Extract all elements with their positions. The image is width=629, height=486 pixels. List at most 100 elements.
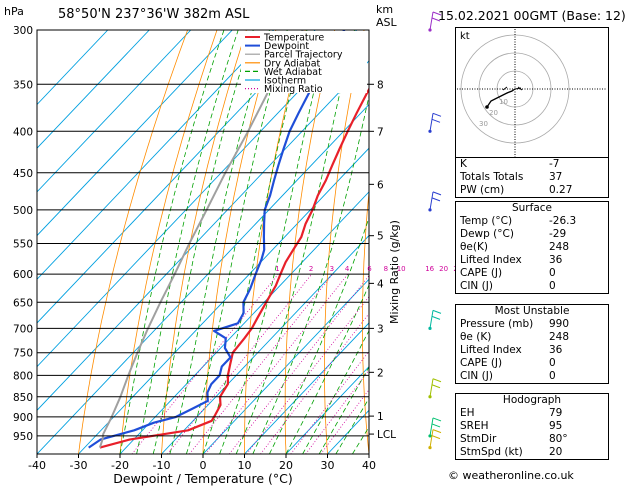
- temperature-tick-label: 30: [321, 459, 335, 472]
- most-unstable-row: CAPE (J) 0: [460, 357, 556, 369]
- wind-barb-base: [428, 129, 432, 133]
- isotherm-line: [285, 365, 369, 454]
- series-dewpoint: [88, 30, 346, 449]
- hodograph-row: StmDir 80°: [460, 433, 568, 445]
- height-tick-label: 8: [377, 79, 384, 91]
- isotherm-line: [244, 322, 369, 454]
- height-tick-label: 5: [377, 231, 384, 243]
- surface-row: CAPE (J) 0: [460, 267, 556, 279]
- height-tick-label: 4: [377, 278, 384, 290]
- pressure-unit-label: hPa: [4, 5, 24, 18]
- wind-barb-flag: [432, 11, 442, 16]
- mixing-ratio-label: 20: [439, 265, 448, 273]
- mixing-ratio-label: 8: [384, 265, 388, 273]
- surface-row: CIN (J) 0: [460, 280, 556, 292]
- legend-entry: Mixing Ratio: [264, 84, 323, 95]
- pressure-tick-label: 600: [13, 269, 33, 281]
- dry-adiabat-line: [435, 30, 453, 454]
- wind-barb-flag: [432, 417, 442, 422]
- mixing-ratio-line: [290, 350, 369, 454]
- pressure-tick-label: 950: [13, 431, 33, 443]
- hodograph-row: SREH 95: [460, 420, 563, 432]
- temperature-tick-label: -10: [153, 459, 171, 472]
- height-tick-label: LCL: [377, 429, 396, 441]
- dry-adiabat-line: [324, 30, 365, 454]
- isotherm-line: [37, 30, 233, 237]
- wind-barb-flag: [431, 315, 441, 320]
- legend-entry: Dewpoint: [264, 41, 309, 52]
- wind-barb-flag: [431, 197, 441, 202]
- pressure-tick-label: 850: [13, 392, 33, 404]
- legend-entry: Parcel Trajectory: [264, 50, 343, 61]
- wind-barb-flag: [431, 17, 441, 22]
- height-tick-label: 1: [377, 411, 384, 423]
- dry-adiabat-line: [399, 30, 423, 454]
- pressure-tick-label: 700: [13, 323, 33, 335]
- hodograph: kt 10 20 30: [455, 27, 609, 159]
- mixing-ratio-label: 6: [367, 265, 372, 273]
- height-unit-km: km: [376, 3, 394, 16]
- hodograph-ring-label-10: 10: [499, 98, 508, 106]
- hodograph-unit: kt: [460, 31, 470, 42]
- pressure-tick-label: 500: [13, 205, 33, 217]
- mixing-ratio-axis-label: Mixing Ratio (g/kg): [388, 220, 401, 324]
- surface-row: θe(K) 248: [460, 241, 570, 253]
- temperature-tick-label: -40: [28, 459, 46, 472]
- index-row: K -7: [460, 158, 560, 170]
- series-parcel-trajectory: [98, 30, 304, 448]
- wind-barb-flag: [432, 309, 442, 314]
- height-tick-label: 2: [377, 367, 384, 379]
- pressure-tick-label: 350: [13, 79, 33, 91]
- most-unstable-row: θe (K) 248: [460, 331, 570, 343]
- location-title: 58°50'N 237°36'W 382m ASL: [58, 7, 250, 22]
- height-tick-label: 6: [377, 179, 384, 191]
- hodograph-frame: [455, 27, 609, 159]
- wind-barb-staff: [429, 113, 434, 132]
- wind-barb-base: [428, 326, 432, 330]
- wind-barb-staff: [429, 310, 434, 329]
- surface-row: Temp (°C) -26.3: [460, 215, 577, 227]
- isotherm-line: [202, 278, 369, 454]
- mixing-ratio-line: [167, 273, 313, 454]
- wind-barb-staff: [429, 378, 434, 397]
- wind-barb-flag: [432, 429, 442, 434]
- wind-barb-base: [428, 395, 432, 399]
- wind-barb-flag: [431, 435, 441, 440]
- isotherm-line: [37, 30, 275, 280]
- wet-adiabat-line: [269, 216, 369, 454]
- mixing-ratio-label: 16: [425, 265, 434, 273]
- wind-barb-flag: [432, 378, 442, 383]
- wind-barb-flag: [431, 384, 441, 389]
- hodograph-arrows: [502, 86, 523, 94]
- isotherm-line: [37, 60, 369, 411]
- legend-entry: Dry Adiabat: [264, 58, 321, 69]
- wind-barb-base: [428, 434, 432, 438]
- mixing-ratio-line: [205, 273, 349, 454]
- mixing-ratio-line: [305, 369, 369, 454]
- isotherm-line: [37, 30, 109, 106]
- mixing-ratio-label: 1: [275, 265, 279, 273]
- pressure-tick-label: 650: [13, 297, 33, 309]
- temperature-tick-label: 10: [238, 459, 252, 472]
- isotherm-line: [37, 30, 150, 149]
- height-tick-label: 3: [377, 323, 384, 335]
- wet-adiabat-line: [302, 329, 369, 454]
- pressure-tick-label: 550: [13, 238, 33, 250]
- most-unstable-title: Most Unstable: [494, 305, 570, 317]
- pressure-tick-label: 900: [13, 412, 33, 424]
- mixing-ratio-line: [228, 274, 369, 454]
- hodograph-trace: [486, 88, 516, 108]
- index-row: Totals Totals 37: [460, 171, 563, 183]
- datetime-title: 15.02.2021 00GMT (Base: 12): [438, 8, 626, 23]
- hodograph-row: StmSpd (kt) 20: [460, 446, 563, 458]
- most-unstable-row: Lifted Index 36: [460, 344, 563, 356]
- mixing-ratio-line: [320, 389, 369, 454]
- index-row: PW (cm) 0.27: [460, 184, 573, 196]
- wind-barb-base: [428, 208, 432, 212]
- wet-adiabat-line: [335, 397, 369, 454]
- wind-barb-flag: [431, 423, 441, 428]
- pressure-tick-label: 450: [13, 168, 33, 180]
- mixing-ratio-label: 3: [330, 265, 334, 273]
